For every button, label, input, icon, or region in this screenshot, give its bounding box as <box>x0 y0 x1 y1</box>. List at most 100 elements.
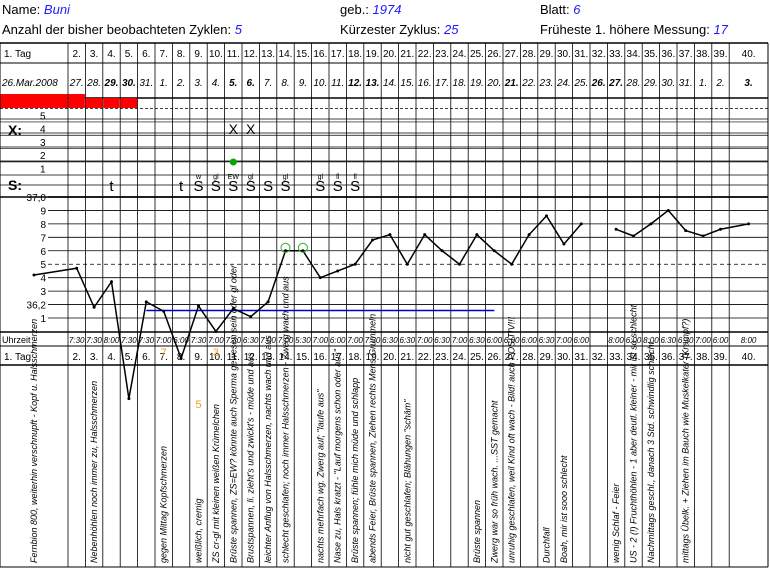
bleeding-bar <box>68 94 85 108</box>
temperature-point <box>510 262 514 266</box>
day-label-bottom: 9. <box>194 352 202 363</box>
day-label: 21. <box>400 49 414 60</box>
sheet-label: Blatt: <box>540 2 570 17</box>
time-value: 7:30 <box>191 336 207 345</box>
date-label: 2. <box>715 78 724 89</box>
note-text: nicht gut geschlafen; Blähungen "schäm" <box>402 399 412 563</box>
day-label-bottom: 1. Tag <box>4 352 31 363</box>
day-label-bottom: 19. <box>366 352 380 363</box>
s-mark: S <box>333 178 343 195</box>
date-label: 20. <box>486 78 501 89</box>
temp-scale-label: 3 <box>40 287 46 298</box>
day-label: 31. <box>574 49 588 60</box>
note-text: gegen Mittag Kopfschmerzen <box>159 446 169 563</box>
s-mark: S <box>211 178 221 195</box>
temperature-point <box>231 307 235 311</box>
date-label: 31. <box>679 78 693 89</box>
day-label: 17. <box>331 49 345 60</box>
time-value: 7:30 <box>139 336 155 345</box>
date-label: 15. <box>400 78 414 89</box>
date-label: 19. <box>470 78 484 89</box>
temperature-point <box>162 309 166 313</box>
note-text: abends Feier, Brüste spannen, Ziehen rec… <box>368 314 378 563</box>
name-field: Name: Buni <box>2 2 70 17</box>
note-text: ZS cr-gl mit kleinen weißen Krümelchen <box>211 404 221 564</box>
date-label: 9. <box>299 78 307 89</box>
temperature-point <box>371 238 374 242</box>
note-text: Boah, mir ist sooo schlecht <box>559 455 569 563</box>
time-value: 6:00 <box>487 336 503 345</box>
day-label-bottom: 22. <box>418 352 432 363</box>
s-mark-sup: EW <box>228 174 240 181</box>
day-label: 37. <box>679 49 693 60</box>
date-label: 18. <box>453 78 467 89</box>
date-label: 31. <box>139 78 153 89</box>
birth-value: 1974 <box>372 2 402 17</box>
day-label: 18. <box>348 49 362 60</box>
temperature-line-0 <box>33 214 582 399</box>
time-value: 7:00 <box>556 336 572 345</box>
day-label: 30. <box>557 49 571 60</box>
time-value: 8:00 <box>643 336 659 345</box>
temp-scale-label: 8 <box>40 220 46 231</box>
time-value: 7:30 <box>121 336 137 345</box>
temperature-point <box>249 315 253 319</box>
time-value: 7:00 <box>452 336 468 345</box>
temperature-point <box>32 273 36 277</box>
day-label: 11. <box>227 49 240 60</box>
green-point <box>229 158 237 166</box>
day-label-bottom: 21. <box>400 352 414 363</box>
day-label-bottom: 23. <box>435 352 449 363</box>
date-label: 21. <box>504 78 519 89</box>
date-label: 25. <box>573 78 588 89</box>
time-value: 6:00 <box>574 336 590 345</box>
day-label-bottom: 24. <box>453 352 467 363</box>
day-label-bottom: 17. <box>331 352 345 363</box>
temperature-point <box>579 222 583 226</box>
shortest-field: Kürzester Zyklus: 25 <box>340 22 459 37</box>
temperature-point <box>562 242 566 246</box>
day-label-bottom: 10. <box>209 352 223 363</box>
temperature-point <box>458 262 461 266</box>
name-label: Name: <box>2 2 41 17</box>
sheet-field: Blatt: 6 <box>540 2 580 17</box>
day-label-bottom: 31. <box>574 352 588 363</box>
day-label: 3. <box>90 49 98 60</box>
day-label: 5. <box>125 49 133 60</box>
s-mark-sup: w <box>195 174 202 181</box>
bleeding-bar <box>120 98 138 108</box>
day-label: 25. <box>470 49 484 60</box>
day-label: 8. <box>177 49 185 60</box>
date-label: 26.Mar.2008 <box>1 78 58 89</box>
day-label: 33. <box>609 49 623 60</box>
day-label-bottom: 36. <box>661 352 675 363</box>
day-label-bottom: 18. <box>348 352 362 363</box>
day-label-bottom: 38. <box>696 352 710 363</box>
day-label: 24. <box>453 49 467 60</box>
date-label: 28. <box>626 78 641 89</box>
temperature-point <box>214 329 218 333</box>
note-text: weißlich, cremig <box>194 498 204 563</box>
date-label: 24. <box>556 78 571 89</box>
day-label-bottom: 15. <box>296 352 310 363</box>
temperature-point <box>527 233 531 237</box>
note-text: Brüste spannen; fühle mich müde und schl… <box>350 378 360 563</box>
orange-mark: 3 <box>213 347 219 359</box>
date-label: 3. <box>744 78 752 89</box>
day-label: 14. <box>279 49 293 60</box>
earliest-label: Früheste 1. höhere Messung: <box>540 22 710 37</box>
day-label: 32. <box>592 49 606 60</box>
bleeding-bar <box>0 94 68 108</box>
temp-scale-label: 9 <box>40 206 46 217</box>
day-label-bottom: 30. <box>557 352 571 363</box>
day-label-bottom: 12. <box>244 352 258 363</box>
day-label: 7. <box>160 49 168 60</box>
note-text: Brüste spannen, ZS=EW? könnte auch Sperm… <box>228 264 238 563</box>
temperature-point <box>197 304 200 308</box>
date-label: 30. <box>661 78 675 89</box>
temperature-point <box>336 269 340 273</box>
temperature-point <box>144 300 148 304</box>
note-text: nachts mehrfach wg. Zwerg auf; "laufe au… <box>315 389 325 563</box>
time-value: 6:30 <box>400 336 416 345</box>
date-label: 12. <box>348 78 362 89</box>
